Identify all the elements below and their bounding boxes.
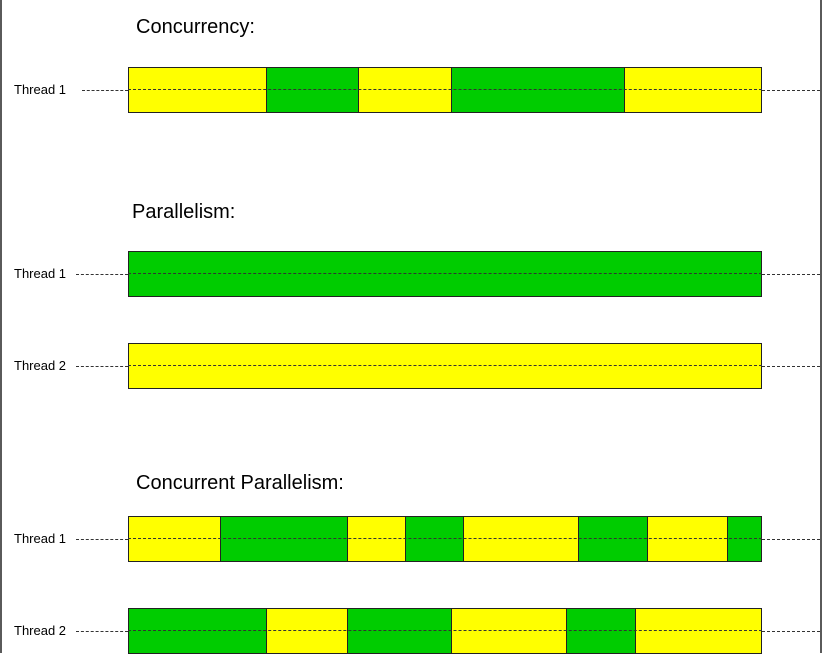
timeline-dash-right [762,539,820,540]
thread-segment-green [220,516,348,562]
timeline-dash-right [762,274,820,275]
timeline-dash-left [76,274,128,275]
thread-bar [128,608,762,654]
frame-left-border [0,0,2,653]
thread-bar [128,343,762,389]
section-title-concurrency: Concurrency: [136,16,255,38]
thread-segment-green [347,608,452,654]
thread-segment-green [566,608,636,654]
thread-segment-green [128,251,762,297]
thread-segment-green [405,516,464,562]
thread-bar [128,67,762,113]
thread-label-concurrent-parallelism-1: Thread 1 [14,531,67,546]
timeline-dash-right [762,90,820,91]
thread-segment-green [450,67,625,113]
thread-segment-yellow [358,67,452,113]
thread-label-concurrent-parallelism-2: Thread 2 [14,623,67,638]
thread-segment-green [727,516,762,562]
timeline-dash-right [762,631,820,632]
thread-segment-yellow [647,516,728,562]
thread-label-parallelism-1: Thread 1 [14,266,67,281]
thread-segment-yellow [623,67,762,113]
thread-bar [128,251,762,297]
thread-segment-yellow [463,516,579,562]
frame-right-border [820,0,822,653]
thread-segment-yellow [128,516,221,562]
thread-segment-yellow [266,608,348,654]
thread-segment-yellow [128,67,268,113]
timeline-dash-right [762,366,820,367]
thread-label-parallelism-2: Thread 2 [14,358,67,373]
thread-bar [128,516,762,562]
thread-segment-yellow [635,608,762,654]
timeline-dash-left [76,366,128,367]
thread-segment-yellow [347,516,406,562]
timeline-dash-left [82,90,128,91]
section-title-concurrent-parallelism: Concurrent Parallelism: [136,472,344,494]
thread-segment-yellow [451,608,567,654]
thread-segment-yellow [128,343,762,389]
thread-segment-green [128,608,267,654]
thread-label-concurrency-1: Thread 1 [14,82,67,97]
thread-segment-green [578,516,648,562]
thread-segment-green [266,67,360,113]
timeline-dash-left [76,631,128,632]
section-title-parallelism: Parallelism: [132,201,236,223]
timeline-dash-left [76,539,128,540]
